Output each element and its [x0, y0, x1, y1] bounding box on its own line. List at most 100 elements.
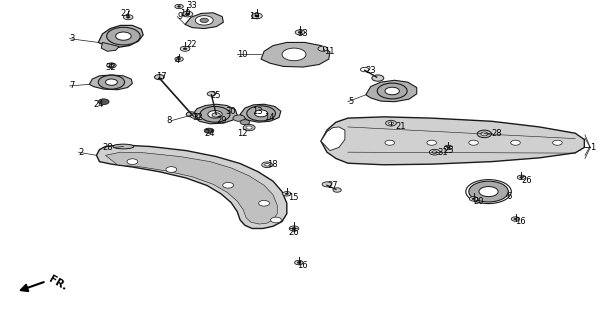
Circle shape [254, 110, 268, 117]
Circle shape [386, 120, 397, 126]
Polygon shape [106, 152, 277, 224]
Circle shape [333, 188, 341, 192]
Text: 22: 22 [121, 9, 131, 18]
Text: 1: 1 [590, 143, 596, 152]
Circle shape [255, 15, 259, 17]
Circle shape [185, 13, 190, 15]
Circle shape [432, 151, 437, 154]
Text: 33: 33 [186, 1, 197, 10]
Text: 16: 16 [297, 261, 308, 270]
Circle shape [511, 217, 520, 221]
Text: 20: 20 [473, 196, 484, 205]
Polygon shape [101, 43, 119, 51]
Polygon shape [321, 127, 345, 151]
Circle shape [318, 46, 328, 51]
Circle shape [259, 200, 269, 206]
Text: 3: 3 [70, 34, 75, 43]
Text: 19: 19 [180, 9, 191, 18]
Circle shape [479, 187, 498, 196]
Circle shape [292, 228, 296, 229]
Circle shape [553, 140, 562, 145]
Polygon shape [89, 75, 133, 90]
Text: 4: 4 [174, 56, 179, 65]
Circle shape [175, 4, 183, 9]
Circle shape [469, 140, 478, 145]
Polygon shape [321, 117, 584, 165]
Circle shape [385, 87, 400, 95]
Text: 14: 14 [264, 113, 275, 122]
Circle shape [200, 18, 208, 23]
Circle shape [243, 124, 255, 131]
Circle shape [180, 46, 190, 51]
Circle shape [178, 58, 181, 60]
Polygon shape [185, 13, 223, 28]
Circle shape [271, 217, 281, 223]
Circle shape [233, 115, 245, 121]
Text: 28: 28 [491, 129, 502, 138]
Circle shape [175, 57, 183, 61]
Circle shape [107, 27, 140, 45]
Circle shape [372, 75, 384, 81]
Polygon shape [240, 104, 281, 122]
Circle shape [389, 122, 394, 124]
Circle shape [295, 30, 305, 35]
Text: 23: 23 [366, 66, 376, 75]
Text: 31: 31 [437, 148, 448, 157]
Text: 11: 11 [324, 47, 334, 56]
Circle shape [109, 64, 113, 67]
Circle shape [251, 13, 262, 19]
Circle shape [298, 31, 302, 33]
Circle shape [430, 149, 440, 155]
Text: 17: 17 [157, 72, 167, 81]
Circle shape [190, 113, 200, 118]
Circle shape [204, 128, 214, 133]
Circle shape [520, 177, 523, 178]
Text: 9: 9 [177, 12, 182, 21]
Circle shape [297, 262, 301, 263]
Circle shape [511, 140, 520, 145]
Text: 21: 21 [396, 123, 406, 132]
Circle shape [98, 99, 109, 105]
Circle shape [517, 175, 526, 180]
Circle shape [481, 132, 488, 136]
Circle shape [262, 162, 272, 168]
Circle shape [182, 11, 193, 17]
Circle shape [127, 159, 138, 164]
Circle shape [240, 120, 250, 125]
Text: 8: 8 [166, 116, 171, 125]
Circle shape [195, 16, 213, 25]
Text: 5: 5 [348, 97, 353, 106]
Circle shape [223, 182, 233, 188]
Ellipse shape [113, 144, 134, 149]
Circle shape [116, 32, 131, 40]
Circle shape [385, 140, 395, 145]
Text: 22: 22 [186, 40, 197, 50]
Text: 12: 12 [237, 129, 248, 138]
Circle shape [126, 16, 130, 18]
FancyArrowPatch shape [21, 282, 44, 291]
Text: 10: 10 [237, 50, 248, 59]
Circle shape [282, 48, 306, 61]
Circle shape [477, 130, 491, 138]
Text: 15: 15 [288, 193, 299, 202]
Circle shape [207, 92, 215, 96]
Circle shape [183, 48, 187, 50]
Circle shape [469, 181, 508, 202]
Circle shape [283, 192, 291, 196]
Circle shape [208, 110, 222, 118]
Circle shape [377, 83, 407, 99]
Circle shape [285, 193, 289, 195]
Circle shape [212, 113, 220, 117]
Circle shape [247, 106, 275, 121]
Circle shape [289, 226, 299, 231]
Text: 30: 30 [225, 107, 236, 116]
Circle shape [246, 126, 252, 129]
Circle shape [166, 167, 176, 172]
Polygon shape [98, 25, 143, 47]
Circle shape [155, 75, 164, 80]
Text: 19: 19 [249, 12, 260, 21]
Circle shape [295, 260, 303, 265]
Text: 27: 27 [327, 181, 338, 190]
Text: 7: 7 [70, 82, 75, 91]
Circle shape [322, 182, 332, 187]
